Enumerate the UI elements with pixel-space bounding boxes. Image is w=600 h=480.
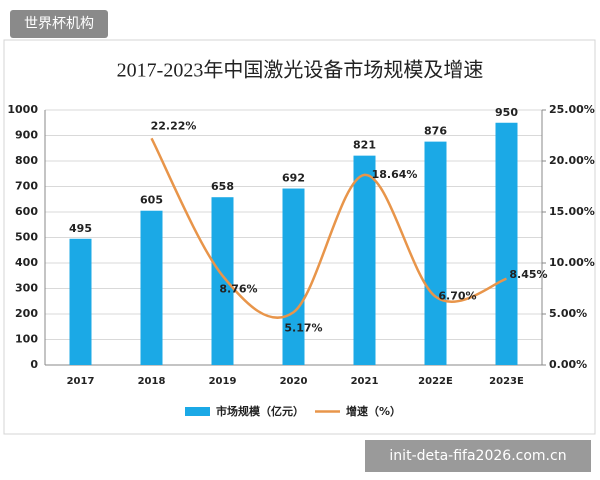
x-tick-label: 2017	[67, 376, 95, 387]
legend-swatch	[185, 407, 210, 416]
y-tick-label: 100	[15, 333, 38, 346]
watermark-text: 世界杯机构	[24, 16, 94, 32]
bar	[282, 188, 305, 365]
y-tick-label: 300	[15, 282, 38, 295]
bar-value-label: 605	[140, 194, 163, 207]
x-tick-label: 2022E	[418, 376, 453, 387]
bar-value-label: 692	[282, 172, 305, 185]
watermark-text: init-deta-fifa2026.com.cn	[389, 448, 566, 464]
line-value-label: 5.17%	[284, 321, 322, 334]
bar	[424, 141, 447, 365]
bar-value-label: 876	[424, 125, 447, 138]
bar	[211, 197, 234, 365]
bar-value-label: 495	[69, 222, 92, 235]
x-tick-label: 2018	[138, 376, 166, 387]
bar	[353, 155, 376, 365]
y2-tick-label: 20.00%	[549, 154, 595, 167]
x-tick-label: 2020	[280, 376, 308, 387]
y-tick-label: 900	[15, 129, 38, 142]
y-tick-label: 800	[15, 154, 38, 167]
chart-title: 2017-2023年中国激光设备市场规模及增速	[117, 59, 484, 82]
y2-tick-label: 25.00%	[549, 103, 595, 116]
line-value-label: 8.76%	[219, 283, 257, 296]
y-tick-label: 400	[15, 256, 38, 269]
x-tick-label: 2019	[209, 376, 237, 387]
y-tick-label: 1000	[7, 103, 38, 116]
line-value-label: 8.45%	[509, 268, 547, 281]
y2-tick-label: 10.00%	[549, 256, 595, 269]
y-tick-label: 200	[15, 307, 38, 320]
y2-tick-label: 15.00%	[549, 205, 595, 218]
y-tick-label: 700	[15, 180, 38, 193]
bar	[69, 238, 92, 365]
bar-value-label: 821	[353, 139, 376, 152]
legend-label: 市场规模（亿元）	[216, 404, 304, 418]
y-tick-label: 0	[30, 358, 38, 371]
line-value-label: 22.22%	[151, 119, 197, 132]
y2-tick-label: 0.00%	[549, 358, 587, 371]
x-tick-label: 2021	[351, 376, 379, 387]
watermark-badge	[10, 10, 108, 38]
x-tick-label: 2023E	[489, 376, 524, 387]
watermark-badge	[365, 440, 591, 472]
bar	[140, 210, 163, 365]
y-tick-label: 500	[15, 231, 38, 244]
bar-value-label: 658	[211, 180, 234, 193]
y2-tick-label: 5.00%	[549, 307, 587, 320]
line-value-label: 18.64%	[372, 168, 418, 181]
bar-value-label: 950	[495, 106, 518, 119]
line-value-label: 6.70%	[438, 290, 476, 303]
y-tick-label: 600	[15, 205, 38, 218]
bar	[495, 122, 518, 365]
legend-label: 增速（%）	[346, 404, 401, 418]
line	[150, 137, 507, 319]
